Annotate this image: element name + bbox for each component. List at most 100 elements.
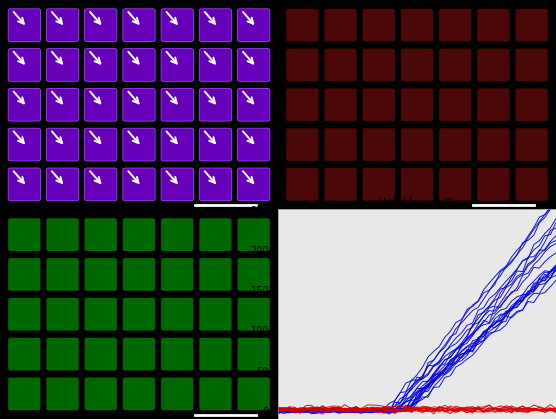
FancyBboxPatch shape (477, 128, 509, 161)
FancyBboxPatch shape (325, 128, 357, 161)
FancyBboxPatch shape (515, 168, 548, 201)
FancyBboxPatch shape (237, 128, 270, 161)
FancyBboxPatch shape (237, 378, 270, 410)
FancyBboxPatch shape (237, 298, 270, 331)
FancyBboxPatch shape (8, 128, 41, 161)
FancyBboxPatch shape (363, 9, 395, 41)
FancyBboxPatch shape (477, 168, 509, 201)
FancyBboxPatch shape (46, 338, 79, 370)
FancyBboxPatch shape (161, 338, 193, 370)
FancyBboxPatch shape (439, 9, 471, 41)
FancyBboxPatch shape (123, 258, 155, 291)
FancyBboxPatch shape (401, 168, 433, 201)
FancyBboxPatch shape (161, 88, 193, 121)
FancyBboxPatch shape (8, 218, 41, 251)
FancyBboxPatch shape (123, 338, 155, 370)
FancyBboxPatch shape (439, 168, 471, 201)
FancyBboxPatch shape (199, 338, 231, 370)
FancyBboxPatch shape (515, 88, 548, 121)
FancyBboxPatch shape (46, 9, 79, 41)
FancyBboxPatch shape (477, 88, 509, 121)
FancyBboxPatch shape (199, 49, 231, 81)
FancyBboxPatch shape (237, 258, 270, 291)
Title: W(%) = G/R: W(%) = G/R (379, 197, 455, 210)
FancyBboxPatch shape (199, 218, 231, 251)
FancyBboxPatch shape (286, 88, 319, 121)
FancyBboxPatch shape (237, 168, 270, 201)
FancyBboxPatch shape (85, 378, 117, 410)
FancyBboxPatch shape (46, 168, 79, 201)
FancyBboxPatch shape (85, 298, 117, 331)
FancyBboxPatch shape (46, 218, 79, 251)
FancyBboxPatch shape (85, 128, 117, 161)
FancyBboxPatch shape (477, 49, 509, 81)
FancyBboxPatch shape (237, 338, 270, 370)
FancyBboxPatch shape (8, 338, 41, 370)
FancyBboxPatch shape (46, 128, 79, 161)
FancyBboxPatch shape (8, 49, 41, 81)
FancyBboxPatch shape (161, 128, 193, 161)
FancyBboxPatch shape (363, 49, 395, 81)
FancyBboxPatch shape (237, 218, 270, 251)
FancyBboxPatch shape (123, 128, 155, 161)
FancyBboxPatch shape (8, 9, 41, 41)
FancyBboxPatch shape (439, 49, 471, 81)
FancyBboxPatch shape (8, 258, 41, 291)
FancyBboxPatch shape (401, 49, 433, 81)
FancyBboxPatch shape (85, 88, 117, 121)
FancyBboxPatch shape (199, 128, 231, 161)
FancyBboxPatch shape (515, 9, 548, 41)
FancyBboxPatch shape (199, 378, 231, 410)
FancyBboxPatch shape (8, 378, 41, 410)
FancyBboxPatch shape (199, 298, 231, 331)
FancyBboxPatch shape (161, 168, 193, 201)
FancyBboxPatch shape (85, 258, 117, 291)
FancyBboxPatch shape (46, 88, 79, 121)
FancyBboxPatch shape (401, 9, 433, 41)
FancyBboxPatch shape (161, 258, 193, 291)
FancyBboxPatch shape (85, 49, 117, 81)
FancyBboxPatch shape (199, 258, 231, 291)
FancyBboxPatch shape (123, 378, 155, 410)
FancyBboxPatch shape (123, 49, 155, 81)
FancyBboxPatch shape (401, 88, 433, 121)
FancyBboxPatch shape (123, 88, 155, 121)
FancyBboxPatch shape (199, 88, 231, 121)
FancyBboxPatch shape (46, 378, 79, 410)
FancyBboxPatch shape (325, 49, 357, 81)
FancyBboxPatch shape (363, 168, 395, 201)
FancyBboxPatch shape (85, 9, 117, 41)
FancyBboxPatch shape (85, 338, 117, 370)
FancyBboxPatch shape (85, 168, 117, 201)
FancyBboxPatch shape (363, 88, 395, 121)
FancyBboxPatch shape (477, 9, 509, 41)
FancyBboxPatch shape (161, 218, 193, 251)
FancyBboxPatch shape (46, 49, 79, 81)
FancyBboxPatch shape (237, 49, 270, 81)
FancyBboxPatch shape (123, 298, 155, 331)
FancyBboxPatch shape (286, 128, 319, 161)
FancyBboxPatch shape (515, 128, 548, 161)
FancyBboxPatch shape (161, 298, 193, 331)
FancyBboxPatch shape (286, 49, 319, 81)
FancyBboxPatch shape (123, 218, 155, 251)
FancyBboxPatch shape (199, 9, 231, 41)
FancyBboxPatch shape (237, 88, 270, 121)
FancyBboxPatch shape (8, 168, 41, 201)
FancyBboxPatch shape (85, 218, 117, 251)
FancyBboxPatch shape (363, 128, 395, 161)
FancyBboxPatch shape (123, 9, 155, 41)
FancyBboxPatch shape (123, 168, 155, 201)
FancyBboxPatch shape (325, 168, 357, 201)
FancyBboxPatch shape (325, 88, 357, 121)
FancyBboxPatch shape (46, 298, 79, 331)
FancyBboxPatch shape (286, 9, 319, 41)
FancyBboxPatch shape (199, 168, 231, 201)
FancyBboxPatch shape (8, 298, 41, 331)
FancyBboxPatch shape (8, 88, 41, 121)
FancyBboxPatch shape (161, 9, 193, 41)
FancyBboxPatch shape (46, 258, 79, 291)
FancyBboxPatch shape (161, 378, 193, 410)
FancyBboxPatch shape (401, 128, 433, 161)
FancyBboxPatch shape (515, 49, 548, 81)
